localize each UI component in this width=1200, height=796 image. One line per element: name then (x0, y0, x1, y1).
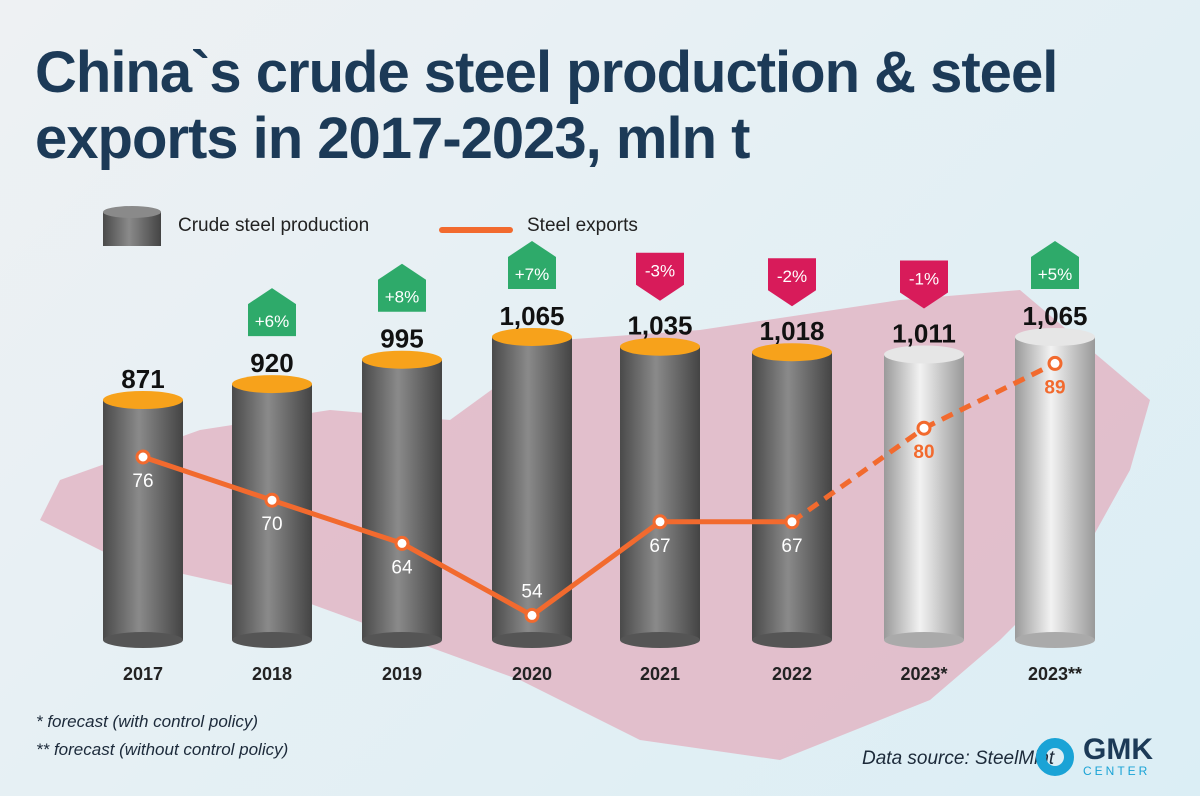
x-tick-label: 2022 (772, 664, 812, 684)
export-value-label: 67 (649, 536, 670, 557)
legend-bar-swatch-top (103, 206, 161, 218)
x-tick-label: 2023* (900, 664, 947, 684)
bar-top (103, 391, 183, 409)
export-value-label: 89 (1044, 377, 1065, 398)
bar-top (232, 375, 312, 394)
change-label: +8% (385, 288, 420, 307)
export-point (1047, 355, 1063, 371)
export-line-segment (142, 454, 273, 503)
change-badge (248, 288, 296, 337)
legend-bar-label: Crude steel production (178, 215, 370, 236)
export-line-segment (400, 541, 534, 618)
change-label: -2% (777, 267, 807, 286)
export-point (784, 514, 800, 530)
export-point (916, 420, 932, 436)
bar-value-label: 1,065 (499, 301, 564, 331)
bar-top (1015, 327, 1095, 346)
logo-name: GMK (1083, 733, 1153, 766)
export-line-segment (271, 497, 403, 546)
x-tick-label: 2019 (382, 664, 422, 684)
bar-2017 (103, 400, 183, 640)
export-value-label: 54 (521, 581, 543, 602)
change-badge (900, 260, 948, 309)
chart-title: China`s crude steel production & steel e… (35, 40, 1058, 171)
bar-2021 (620, 346, 700, 640)
x-tick-label: 2020 (512, 664, 552, 684)
x-tick-label: 2021 (640, 664, 680, 684)
export-point (524, 607, 540, 623)
x-tick-label: 2023** (1028, 664, 1082, 684)
bar-2019 (362, 359, 442, 640)
bar-base (362, 632, 442, 648)
change-label: +7% (515, 265, 550, 284)
export-line-segment (922, 361, 1057, 431)
bar-2022 (752, 352, 832, 640)
export-point (652, 514, 668, 530)
bar-value-label: 1,018 (759, 316, 824, 346)
bar-value-label: 1,035 (627, 311, 692, 341)
change-label: +6% (255, 312, 290, 331)
china-map (40, 290, 1150, 760)
bar-top (362, 350, 442, 369)
bar-base (1015, 632, 1095, 648)
bar-value-label: 1,065 (1022, 301, 1087, 331)
export-value-label: 80 (913, 442, 934, 463)
bar-2023** (1015, 336, 1095, 640)
export-value-label: 67 (781, 536, 802, 557)
data-source: Data source: SteelMint (862, 748, 1055, 769)
bar-value-label: 920 (250, 348, 293, 378)
bar-top (492, 327, 572, 346)
footnote-1: * forecast (with control policy) (36, 712, 259, 731)
export-value-label: 76 (132, 471, 153, 492)
change-label: -3% (645, 262, 675, 281)
bar-base (103, 632, 183, 648)
export-line-segment (530, 519, 662, 618)
export-value-label: 64 (391, 557, 413, 578)
gmk-logo: GMK CENTER (1035, 733, 1153, 778)
export-line-segment (790, 426, 926, 524)
bar-2018 (232, 384, 312, 640)
bar-base (884, 632, 964, 648)
change-badge (378, 263, 426, 312)
change-badge (1031, 240, 1079, 289)
export-point (394, 535, 410, 551)
x-tick-label: 2018 (252, 664, 292, 684)
export-point (135, 449, 151, 465)
change-label: -1% (909, 270, 939, 289)
bar-2023* (884, 354, 964, 640)
export-point (264, 492, 280, 508)
bar-base (752, 632, 832, 648)
logo-sub: CENTER (1083, 764, 1151, 778)
change-badge (508, 240, 556, 289)
x-tick-label: 2017 (123, 664, 163, 684)
bar-base (620, 632, 700, 648)
legend-line-label: Steel exports (527, 215, 638, 236)
bar-value-label: 995 (380, 324, 423, 354)
bar-top (752, 343, 832, 362)
change-badge (768, 258, 816, 307)
export-value-label: 70 (261, 514, 282, 535)
bar-base (492, 632, 572, 648)
bar-2020 (492, 336, 572, 640)
change-label: +5% (1038, 265, 1073, 284)
bar-top (884, 345, 964, 364)
bar-base (232, 632, 312, 648)
footnote-2: ** forecast (without control policy) (36, 740, 289, 759)
bar-top (620, 337, 700, 356)
change-badge (636, 252, 684, 301)
bar-value-label: 1,011 (892, 319, 956, 349)
bar-value-label: 871 (121, 364, 164, 394)
